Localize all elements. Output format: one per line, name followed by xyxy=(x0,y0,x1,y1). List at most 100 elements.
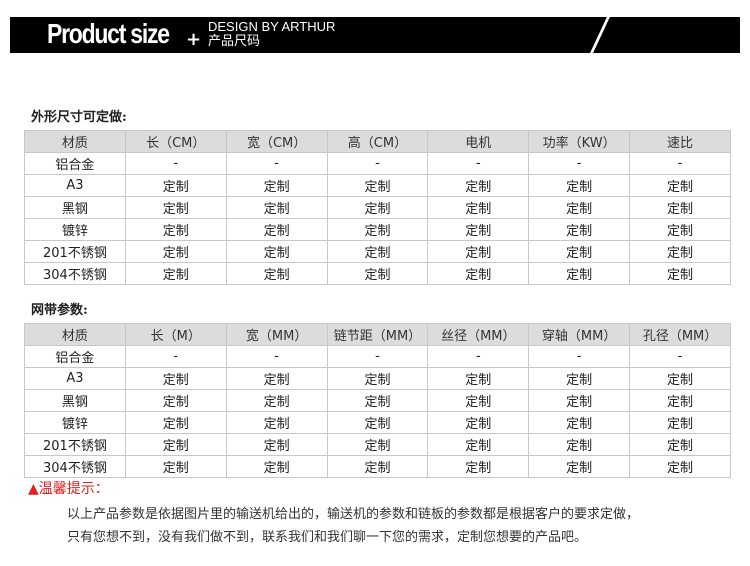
table-cell: 定制 xyxy=(427,218,530,241)
table-cell: 定制 xyxy=(225,455,328,478)
table-cell: 定制 xyxy=(326,262,429,285)
table-cell: 定制 xyxy=(124,196,227,219)
table-cell: 定制 xyxy=(124,367,227,390)
table-cell: 定制 xyxy=(124,262,227,285)
table-cell: - xyxy=(124,345,227,368)
table-cell: - xyxy=(225,345,328,368)
table-cell: 201不锈钢 xyxy=(24,240,126,263)
table-cell: 定制 xyxy=(124,411,227,434)
table-cell: 定制 xyxy=(326,455,429,478)
table-cell: - xyxy=(528,152,631,175)
table-cell: - xyxy=(629,345,731,368)
table-cell: 定制 xyxy=(225,262,328,285)
column-header: 长（M） xyxy=(124,323,227,346)
table-cell: - xyxy=(124,152,227,175)
table-row: 201不锈钢 定制 定制 定制 定制 定制 定制 xyxy=(24,433,731,456)
table-cell: 定制 xyxy=(427,455,530,478)
column-header: 穿轴（MM） xyxy=(528,323,631,346)
column-header: 宽（CM） xyxy=(225,130,328,153)
column-header: 速比 xyxy=(629,130,731,153)
table-cell: - xyxy=(427,152,530,175)
table-row: 304不锈钢 定制 定制 定制 定制 定制 定制 xyxy=(24,455,731,478)
column-header: 功率（KW） xyxy=(528,130,631,153)
table-cell: 定制 xyxy=(629,262,731,285)
header-row: 材质 长（M） 宽（MM） 链节距（MM） 丝径（MM） 穿轴（MM） 孔径（MM） xyxy=(24,323,731,346)
subtitle-en: DESIGN BY ARTHUR xyxy=(208,19,336,34)
table-cell: 304不锈钢 xyxy=(24,262,126,285)
table-row: 黑钢 定制 定制 定制 定制 定制 定制 xyxy=(24,196,731,219)
table-cell: 定制 xyxy=(427,411,530,434)
column-header: 电机 xyxy=(427,130,530,153)
table-cell: 定制 xyxy=(427,174,530,197)
table-row: 镀锌 定制 定制 定制 定制 定制 定制 xyxy=(24,218,731,241)
table-cell: 定制 xyxy=(124,240,227,263)
table-cell: 铝合金 xyxy=(24,152,126,175)
table-cell: - xyxy=(629,152,731,175)
table-row: 镀锌 定制 定制 定制 定制 定制 定制 xyxy=(24,411,731,434)
column-header: 丝径（MM） xyxy=(427,323,530,346)
table-cell: 定制 xyxy=(528,433,631,456)
tip-label: ▲温馨提示： xyxy=(28,481,109,497)
table-cell: 定制 xyxy=(326,367,429,390)
table-cell: 304不锈钢 xyxy=(24,455,126,478)
table-cell: 定制 xyxy=(629,196,731,219)
plus-icon: + xyxy=(186,29,202,50)
table-cell: 定制 xyxy=(528,411,631,434)
table-cell: 定制 xyxy=(629,455,731,478)
table-cell: 定制 xyxy=(427,367,530,390)
table-cell: 定制 xyxy=(427,240,530,263)
column-header: 高（CM） xyxy=(326,130,429,153)
table-cell: 定制 xyxy=(326,411,429,434)
table-row: 铝合金 - - - - - - xyxy=(24,152,731,175)
table-cell: A3 xyxy=(24,367,126,390)
table-cell: 定制 xyxy=(427,196,530,219)
table-cell: 定制 xyxy=(326,196,429,219)
table-cell: 镀锌 xyxy=(24,218,126,241)
table-cell: 定制 xyxy=(124,389,227,412)
table-cell: 定制 xyxy=(427,433,530,456)
table-cell: 201不锈钢 xyxy=(24,433,126,456)
column-header: 孔径（MM） xyxy=(629,323,731,346)
banner-title: Product size xyxy=(47,18,170,49)
table-cell: 定制 xyxy=(528,262,631,285)
dimensions-table: 材质 长（CM） 宽（CM） 高（CM） 电机 功率（KW） 速比 铝合金 - - - - - - A3 定制… xyxy=(24,130,731,285)
column-header: 长（CM） xyxy=(124,130,227,153)
section2-heading: 网带参数: xyxy=(31,303,88,318)
table-cell: 定制 xyxy=(225,196,328,219)
column-header: 材质 xyxy=(24,323,126,346)
table-cell: 定制 xyxy=(629,389,731,412)
table-cell: 黑钢 xyxy=(24,389,126,412)
table-cell: 镀锌 xyxy=(24,411,126,434)
table-cell: 定制 xyxy=(225,240,328,263)
table-cell: 定制 xyxy=(528,455,631,478)
table-cell: - xyxy=(326,345,429,368)
header-row: 材质 长（CM） 宽（CM） 高（CM） 电机 功率（KW） 速比 xyxy=(24,130,731,153)
table-cell: 定制 xyxy=(427,262,530,285)
table-cell: 定制 xyxy=(326,389,429,412)
table-cell: - xyxy=(225,152,328,175)
table-cell: 定制 xyxy=(629,433,731,456)
table-cell: - xyxy=(427,345,530,368)
table-row: 铝合金 - - - - - - xyxy=(24,345,731,368)
table-cell: 定制 xyxy=(225,174,328,197)
table-cell: - xyxy=(326,152,429,175)
table-row: 201不锈钢 定制 定制 定制 定制 定制 定制 xyxy=(24,240,731,263)
table-cell: 定制 xyxy=(528,196,631,219)
column-header: 链节距（MM） xyxy=(326,323,429,346)
table-cell: 定制 xyxy=(326,174,429,197)
table-cell: 定制 xyxy=(124,433,227,456)
table-cell: 定制 xyxy=(225,433,328,456)
column-header: 材质 xyxy=(24,130,126,153)
mesh-belt-table: 材质 长（M） 宽（MM） 链节距（MM） 丝径（MM） 穿轴（MM） 孔径（MM） 铝合金 -… xyxy=(24,323,731,478)
note-line: 以上产品参数是依据图片里的输送机给出的，输送机的参数和链板的参数都是根据客户的要… xyxy=(67,507,640,522)
table-cell: 定制 xyxy=(124,218,227,241)
table-cell: 定制 xyxy=(629,240,731,263)
table-cell: 定制 xyxy=(528,367,631,390)
table-row: 黑钢 定制 定制 定制 定制 定制 定制 xyxy=(24,389,731,412)
table-cell: 定制 xyxy=(427,389,530,412)
table-row: A3 定制 定制 定制 定制 定制 定制 xyxy=(24,174,731,197)
section1-heading: 外形尺寸可定做: xyxy=(31,110,127,125)
table-cell: 定制 xyxy=(326,218,429,241)
table-cell: 定制 xyxy=(528,174,631,197)
table-cell: 定制 xyxy=(225,367,328,390)
